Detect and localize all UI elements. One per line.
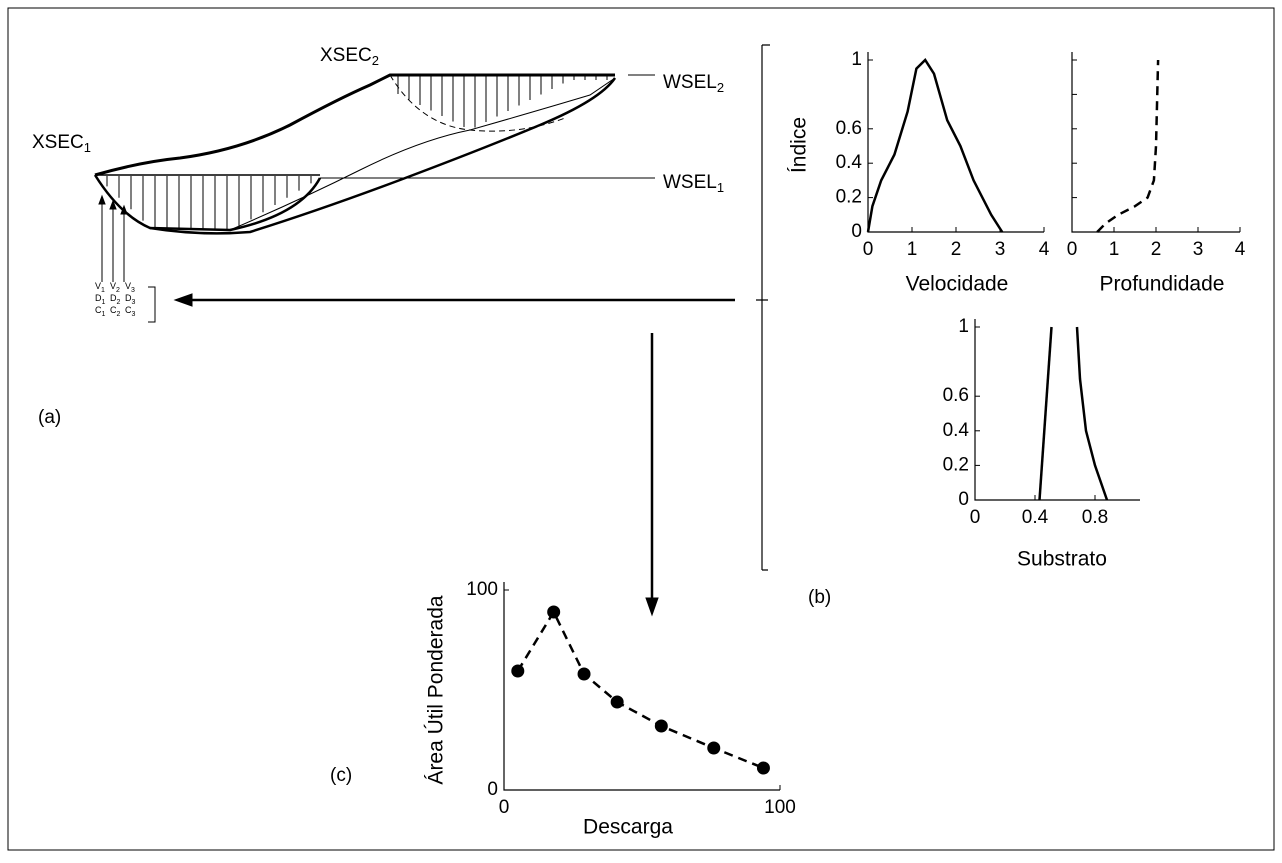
x-tick-label: 0.8 [1082,507,1108,528]
measure-label: V2 [110,281,120,293]
measure-text: V [110,281,116,291]
axis [1071,52,1240,233]
panel-label: (b) [808,587,831,608]
curve [1075,326,1109,501]
measure-text: D [110,293,117,303]
x-tick-label: 0 [863,239,874,260]
data-point [707,741,721,755]
data-point [756,761,770,775]
y-tick-label: 0.6 [836,118,862,139]
measure-sub: 3 [132,311,136,318]
x-tick-label: 0 [1067,239,1078,260]
x-tick-label: 0 [970,507,981,528]
measure-text: D [125,293,132,303]
wsel-label: WSEL1 [663,172,724,195]
x-tick-label: 1 [907,239,918,260]
measure-label: C3 [125,305,136,317]
data-point [654,719,668,733]
data-point [511,664,525,678]
measure-text: V [95,281,101,291]
curve [1096,59,1160,233]
x-tick-label: 3 [995,239,1006,260]
y-tick-label: 0 [958,489,969,510]
data-point [547,605,561,619]
panel-label: (a) [38,407,61,428]
measure-text: V [125,281,131,291]
y-tick-label: 0.2 [943,454,969,475]
measure-text: C [125,305,132,315]
y-tick-label: 0.2 [836,187,862,208]
xsec-label-sub: 1 [84,140,91,155]
y-tick-label: 100 [466,579,498,600]
y-tick-label: 0.4 [836,152,863,173]
wsel-label-text: WSEL [663,72,717,93]
measure-label: C2 [110,305,121,317]
measure-sub: 2 [116,287,120,294]
curve [516,609,764,770]
y-axis-title: Índice [788,117,811,173]
measure-label: D2 [110,293,121,305]
measure-sub: 3 [132,299,136,306]
data-point [610,695,624,709]
xsec-label-text: XSEC [32,132,84,153]
y-axis-title: Área Útil Ponderada [425,595,448,784]
y-tick-label: 0.6 [943,385,969,406]
cross-sections [93,44,770,617]
x-tick-label: 4 [1235,239,1246,260]
measure-label: V1 [95,281,105,293]
data-point [577,667,591,681]
measure-text: C [95,305,102,315]
y-tick-label: 0.4 [943,420,970,441]
x-tick-label: 1 [1109,239,1120,260]
x-tick-label: 2 [1151,239,1162,260]
measure-label: V3 [125,281,135,293]
frame [7,7,1275,851]
x-axis-title: Velocidade [906,273,1009,296]
x-tick-label: 0 [499,797,510,818]
panel-label: (c) [330,765,352,786]
x-axis-title: Substrato [1017,548,1107,571]
xsec-label-sub: 2 [372,53,379,68]
x-tick-label: 3 [1193,239,1204,260]
y-tick-label: 1 [958,316,969,337]
measure-sub: 2 [117,299,121,306]
y-tick-label: 0 [487,779,498,800]
y-tick-label: 0 [851,221,862,242]
wsel-label-text: WSEL [663,172,717,193]
x-tick-label: 2 [951,239,962,260]
wsel-label-sub: 1 [717,180,724,195]
measure-label: D1 [95,293,106,305]
measure-sub: 1 [102,311,106,318]
measure-label: C1 [95,305,106,317]
x-tick-label: 100 [764,797,796,818]
measure-sub: 3 [131,287,135,294]
axis [867,52,1044,233]
measure-label: D3 [125,293,136,305]
axis [974,319,1140,501]
wsel-label: WSEL2 [663,72,724,95]
measure-text: D [95,293,102,303]
curve [1038,326,1053,501]
y-tick-label: 1 [851,49,862,70]
x-axis-title: Profundidade [1100,273,1225,296]
measure-sub: 1 [101,287,105,294]
wsel-label-sub: 2 [717,80,724,95]
x-tick-label: 4 [1039,239,1050,260]
x-axis-title: Descarga [583,816,673,839]
x-tick-label: 0.4 [1022,507,1049,528]
measure-sub: 2 [117,311,121,318]
hatching [106,76,608,229]
xsec-label-text: XSEC [320,45,372,66]
measure-text: C [110,305,117,315]
measure-sub: 1 [102,299,106,306]
curve [866,58,1004,233]
xsec-label: XSEC2 [320,45,379,68]
xsec-label: XSEC1 [32,132,91,155]
